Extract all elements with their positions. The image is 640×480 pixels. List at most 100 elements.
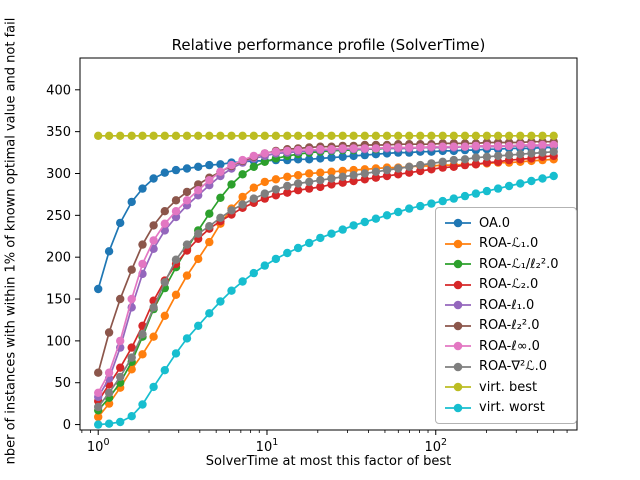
chart-title: Relative performance profile (SolverTime… <box>171 36 486 54</box>
legend-item-9: virt. worst <box>444 401 568 415</box>
series-marker <box>405 131 414 140</box>
series-marker <box>371 214 381 223</box>
series-marker <box>238 277 247 286</box>
series-marker <box>460 142 470 151</box>
series-marker <box>227 160 236 170</box>
series-marker <box>182 131 192 140</box>
series-marker <box>238 131 247 140</box>
series-marker <box>504 181 514 191</box>
series-marker <box>527 131 536 140</box>
series-marker <box>449 131 458 140</box>
series-marker <box>171 131 181 140</box>
series-marker <box>327 180 336 189</box>
series-marker <box>182 334 192 343</box>
series-marker <box>338 172 347 181</box>
series-marker <box>405 168 414 177</box>
series-6 <box>94 140 558 397</box>
series-marker <box>405 143 414 152</box>
series-marker <box>338 144 347 153</box>
series-marker <box>438 157 447 166</box>
series-marker <box>104 247 114 256</box>
series-marker <box>127 343 136 352</box>
series-marker <box>171 196 181 205</box>
series-marker <box>238 170 247 179</box>
series-marker <box>504 150 514 160</box>
series-marker <box>94 388 103 397</box>
series-marker <box>293 145 303 155</box>
series-marker <box>171 165 181 175</box>
series-marker <box>238 192 247 202</box>
series-marker <box>527 149 536 158</box>
series-marker <box>238 155 247 165</box>
y-tick-label: 350 <box>46 125 71 140</box>
series-marker <box>516 131 525 140</box>
legend-label: ROA-ℓ₂².0 <box>479 318 540 334</box>
legend-item-8: virt. best <box>444 380 568 394</box>
series-marker <box>293 171 303 180</box>
series-marker <box>149 382 158 392</box>
series-marker <box>94 412 103 422</box>
legend-label: ROA-ℒ₁.0 <box>479 236 539 252</box>
series-marker <box>416 166 425 176</box>
series-marker <box>338 131 347 140</box>
series-marker <box>471 131 481 140</box>
series-marker <box>516 140 525 150</box>
series-marker <box>104 131 114 140</box>
series-marker <box>360 217 369 227</box>
legend-marker <box>445 259 471 269</box>
series-marker <box>205 160 214 170</box>
series-marker <box>305 145 314 155</box>
series-marker <box>305 177 314 187</box>
series-marker <box>116 336 125 346</box>
series-marker <box>260 157 269 166</box>
series-marker <box>293 179 303 188</box>
legend-marker <box>445 403 471 413</box>
series-marker <box>138 350 147 359</box>
series-marker <box>293 131 303 140</box>
series-marker <box>149 131 158 140</box>
series-marker <box>416 160 425 170</box>
series-marker <box>438 142 447 151</box>
series-marker <box>316 233 325 243</box>
series-marker <box>227 180 236 189</box>
series-marker <box>283 181 292 191</box>
legend-item-6: ROA-ℓ∞.0 <box>444 339 568 353</box>
series-marker <box>249 268 258 278</box>
series-marker <box>394 164 403 173</box>
series-marker <box>316 154 325 163</box>
series-marker <box>194 254 203 264</box>
series-marker <box>138 184 147 193</box>
series-marker <box>149 174 158 183</box>
series-marker <box>271 254 281 264</box>
legend-marker <box>445 280 471 290</box>
series-marker <box>471 189 481 198</box>
series-marker <box>160 311 169 320</box>
series-marker <box>382 143 392 152</box>
series-marker <box>104 419 114 428</box>
series-marker <box>116 218 125 228</box>
series-marker <box>182 187 192 197</box>
series-marker <box>316 145 325 154</box>
series-marker <box>338 166 347 176</box>
series-marker <box>538 131 547 140</box>
series-marker <box>127 131 136 140</box>
series-marker <box>194 321 203 330</box>
series-marker <box>449 162 458 171</box>
series-marker <box>104 328 114 337</box>
series-marker <box>349 131 358 140</box>
series-marker <box>316 131 325 140</box>
series-marker <box>283 172 292 181</box>
series-marker <box>205 222 214 231</box>
series-marker <box>138 240 147 249</box>
y-tick-label: 250 <box>46 209 71 224</box>
series-marker <box>160 366 169 375</box>
legend: OA.0 ROA-ℒ₁.0 ROA-ℒ₁/ℓ₂².0 ROA-ℒ₂.0 ROA-ℓ₁.0… <box>435 207 577 424</box>
series-marker <box>171 207 181 216</box>
series-marker <box>249 131 258 140</box>
series-marker <box>493 151 503 161</box>
series-marker <box>549 140 558 150</box>
series-marker <box>238 200 247 209</box>
series-marker <box>349 176 358 186</box>
series-marker <box>493 184 503 193</box>
